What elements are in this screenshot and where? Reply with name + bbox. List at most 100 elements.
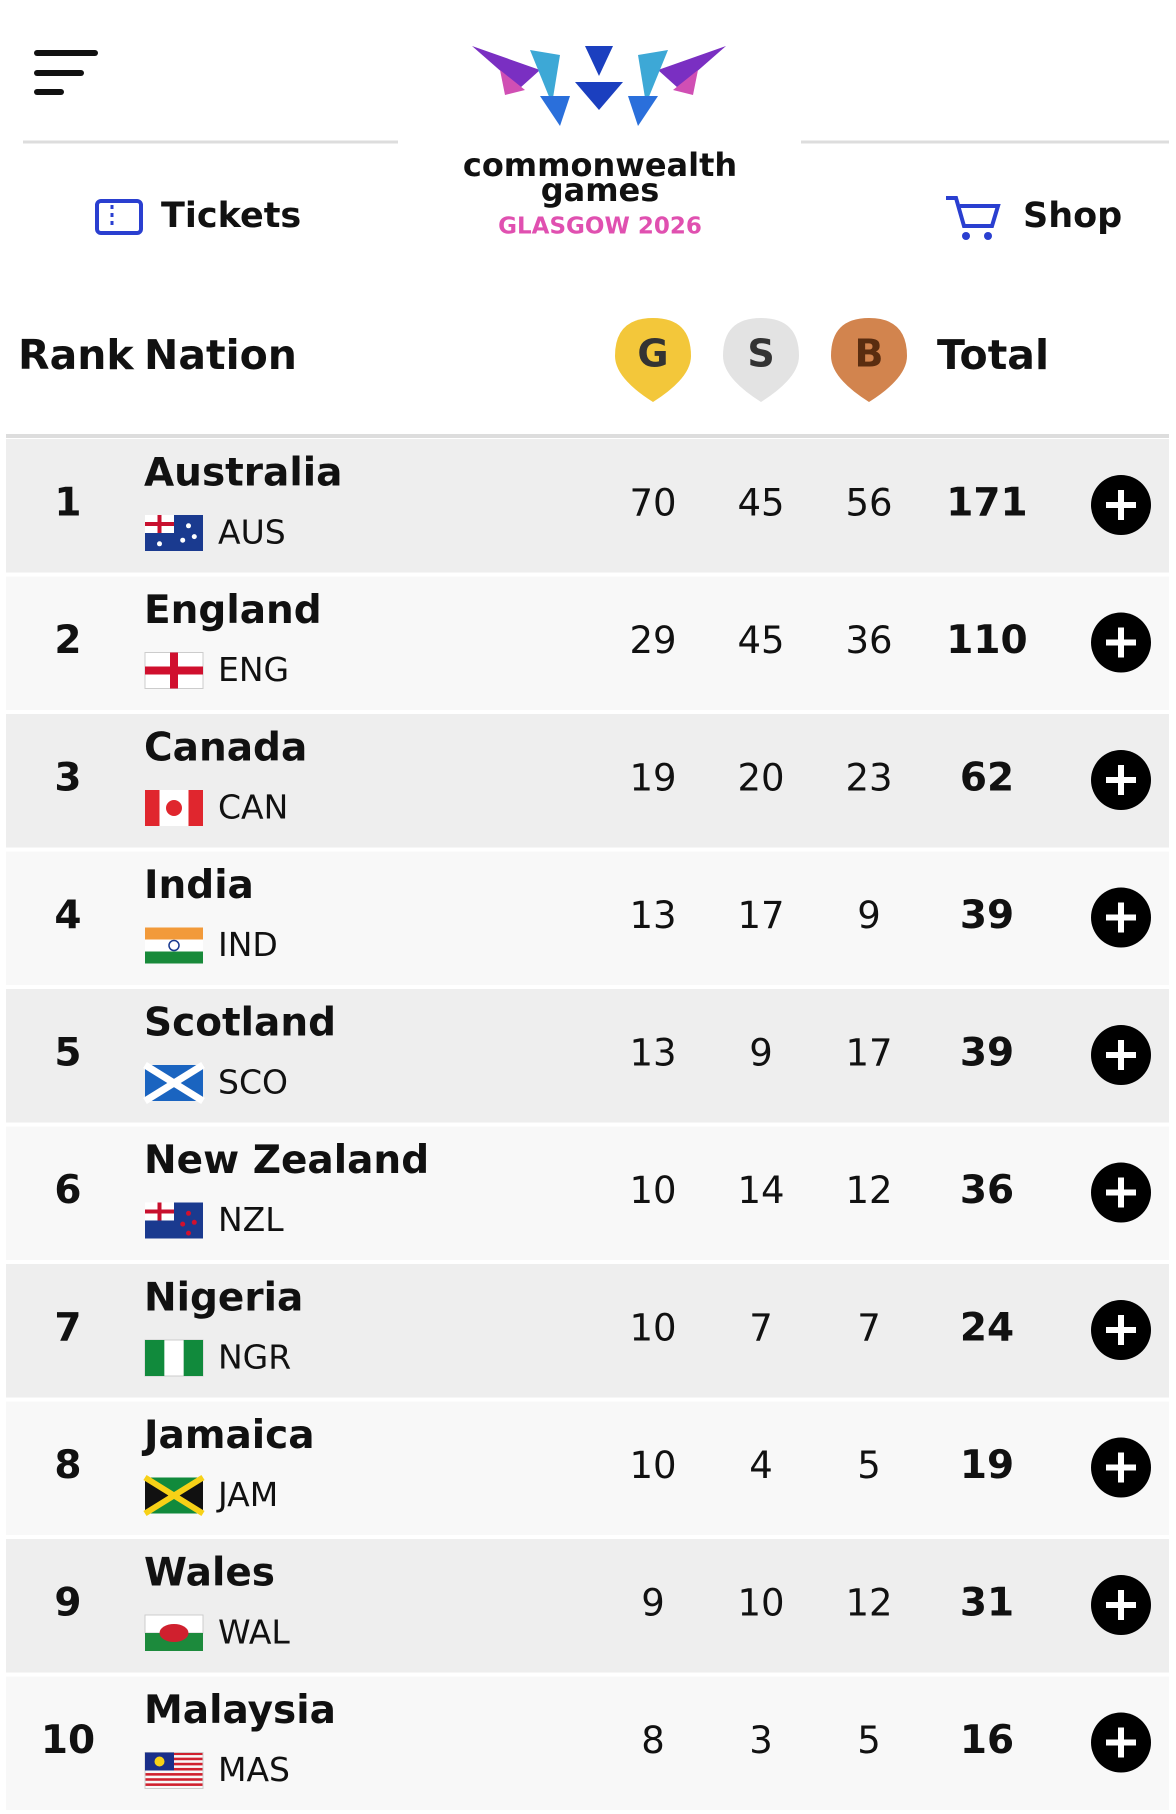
flag-part <box>145 1778 203 1781</box>
logo-subtitle: GLASGOW 2026 <box>498 214 702 240</box>
nation-code: IND <box>218 925 278 964</box>
shop-link[interactable]: Shop <box>946 196 1122 240</box>
expand-button[interactable] <box>1091 475 1151 535</box>
rank: 6 <box>54 1168 81 1213</box>
flag <box>144 1339 204 1377</box>
expand-button[interactable] <box>1091 887 1151 948</box>
total-count: 62 <box>960 756 1014 801</box>
expand-plus[interactable] <box>1118 1040 1124 1070</box>
bronze-count: 7 <box>857 1307 881 1350</box>
nation-code: MAS <box>218 1750 290 1789</box>
total-count: 110 <box>946 618 1027 663</box>
total-count: 36 <box>960 1168 1014 1213</box>
medal-row: 9 Wales WAL 9 10 12 31 <box>6 1539 1169 1673</box>
tickets-link[interactable]: Tickets <box>95 196 301 236</box>
medal-row: 1 Australia AUS 70 45 56 171 <box>6 439 1169 573</box>
expand-plus[interactable] <box>1118 1452 1124 1483</box>
gold-count: 19 <box>629 757 676 800</box>
total-count: 171 <box>946 481 1027 526</box>
column-header: Total <box>937 331 1049 379</box>
nation-name: Malaysia <box>144 1688 336 1733</box>
silver-count: 45 <box>737 619 784 662</box>
nation-name: Jamaica <box>141 1413 315 1458</box>
expand-plus[interactable] <box>1118 902 1124 933</box>
nation-code: AUS <box>218 513 286 552</box>
gold-count: 9 <box>641 1582 665 1625</box>
flag-part <box>145 1477 174 1514</box>
expand-plus[interactable] <box>1118 1727 1124 1758</box>
expand-button[interactable] <box>1091 1300 1151 1360</box>
flag <box>143 1474 205 1517</box>
flag-part <box>159 1624 189 1642</box>
flag <box>145 1202 203 1239</box>
bronze-count: 9 <box>857 894 881 937</box>
medal-shape <box>831 318 907 402</box>
flag <box>145 927 203 964</box>
nation-name: New Zealand <box>144 1138 429 1183</box>
bronze-count: 5 <box>857 1444 881 1487</box>
gold-count: 10 <box>629 1169 676 1212</box>
silver-count: 9 <box>749 1032 773 1075</box>
expand-button[interactable] <box>1091 1712 1151 1773</box>
rank: 10 <box>41 1718 95 1763</box>
bronze-count: 12 <box>845 1169 892 1212</box>
nation-name: Nigeria <box>144 1276 303 1321</box>
expand-button[interactable] <box>1091 612 1151 673</box>
column-header: B <box>855 332 884 376</box>
menu-button[interactable] <box>34 50 98 95</box>
expand-plus[interactable] <box>1118 1590 1124 1620</box>
expand-button[interactable] <box>1091 1025 1151 1085</box>
medal-row: 6 New Zealand NZL 10 14 12 36 <box>6 1126 1169 1260</box>
flag-part <box>145 939 203 952</box>
nation-name: Wales <box>144 1551 275 1596</box>
expand-button[interactable] <box>1091 1575 1151 1635</box>
expand-plus[interactable] <box>1118 1315 1124 1345</box>
gold-count: 13 <box>629 1032 676 1075</box>
rank: 4 <box>54 893 81 938</box>
total-count: 39 <box>960 1031 1014 1076</box>
silver-count: 4 <box>749 1444 773 1487</box>
flag-part <box>186 1210 191 1216</box>
silver-count: 7 <box>749 1307 773 1350</box>
flag-part <box>145 666 203 675</box>
flag <box>144 1752 204 1789</box>
gold-count: 29 <box>629 619 676 662</box>
expand-button[interactable] <box>1091 1437 1151 1498</box>
gold-count: 70 <box>629 482 676 525</box>
medal-shape <box>723 318 799 402</box>
row-background <box>6 1676 1169 1810</box>
medal-row: 5 Scotland SCO 13 9 17 39 <box>6 989 1169 1123</box>
medal-row: 7 Nigeria NGR 10 7 7 24 <box>6 1264 1169 1398</box>
flag-part <box>191 1219 197 1225</box>
flag-part <box>145 1773 203 1776</box>
flag-part <box>183 1340 203 1376</box>
tickets-label[interactable]: Tickets <box>161 196 301 236</box>
shop-label[interactable]: Shop <box>1023 196 1122 236</box>
medal-icon: B <box>831 318 907 402</box>
expand-plus[interactable] <box>1118 627 1124 658</box>
expand-button[interactable] <box>1091 1162 1151 1223</box>
medal-shape <box>615 318 691 402</box>
flag-part <box>191 534 197 540</box>
expand-plus[interactable] <box>1118 765 1124 795</box>
flag-part <box>143 1474 205 1517</box>
silver-count: 3 <box>749 1719 773 1762</box>
flag-part <box>145 1340 165 1376</box>
flag <box>145 515 203 551</box>
expand-plus[interactable] <box>1118 490 1124 520</box>
rank: 7 <box>54 1306 81 1351</box>
flag-part <box>168 939 180 952</box>
expand-plus[interactable] <box>1118 1177 1124 1208</box>
column-header: G <box>637 332 668 376</box>
nation-name: Canada <box>144 726 307 771</box>
flag-part <box>186 1230 191 1236</box>
logo-text: commonwealth <box>463 146 737 184</box>
flag-part <box>145 951 203 964</box>
nation-code: CAN <box>218 788 288 827</box>
flag-part <box>186 523 191 529</box>
expand-button[interactable] <box>1091 750 1151 810</box>
silver-count: 45 <box>737 482 784 525</box>
total-count: 31 <box>960 1581 1014 1626</box>
nation-code: ENG <box>218 650 289 689</box>
